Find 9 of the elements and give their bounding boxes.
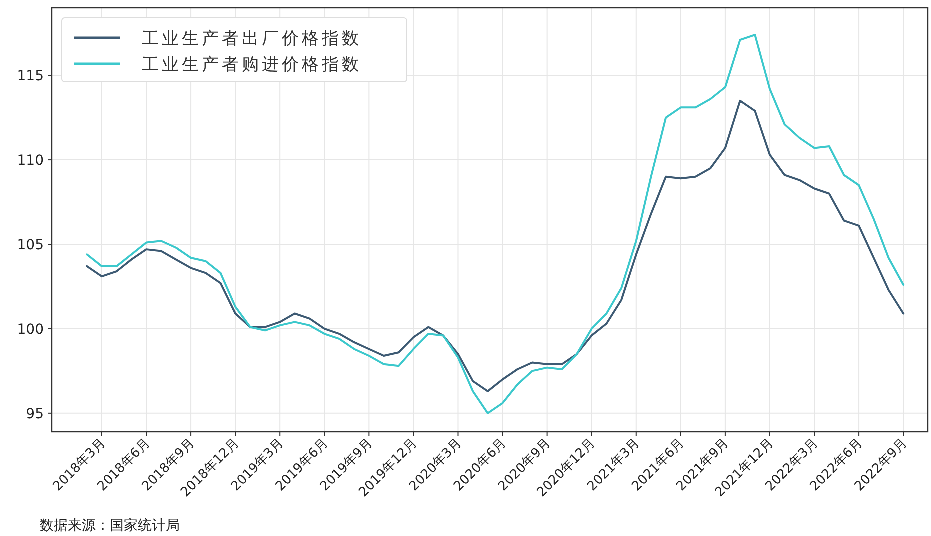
legend-label: 工业生产者购进价格指数 (142, 55, 362, 75)
y-tick-label: 95 (26, 406, 44, 422)
line-series (86, 100, 905, 392)
source-note: 数据来源：国家统计局 (40, 518, 180, 534)
y-tick-label: 115 (17, 68, 44, 85)
y-tick-label: 105 (17, 237, 44, 254)
legend-label: 工业生产者出厂价格指数 (142, 29, 362, 49)
y-tick-label: 110 (17, 153, 44, 170)
y-tick-label: 100 (17, 322, 44, 338)
